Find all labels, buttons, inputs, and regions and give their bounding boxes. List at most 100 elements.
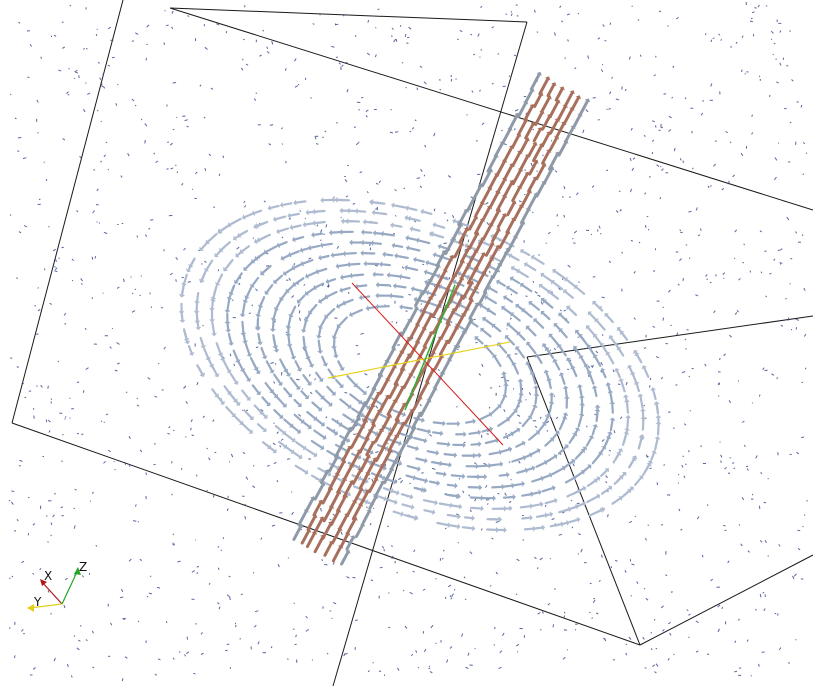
vortex-arrow [518, 392, 524, 404]
field-dot [92, 491, 94, 495]
arrow-head [627, 488, 632, 494]
field-dot [312, 23, 315, 25]
field-dot [157, 362, 160, 365]
field-dot [265, 265, 270, 267]
arrow-shaft [430, 461, 442, 465]
arrow-shaft [533, 93, 543, 108]
field-dot [161, 306, 164, 309]
arrow-shaft [611, 402, 614, 414]
field-dot [631, 167, 635, 172]
field-dot [637, 19, 640, 22]
field-dot [536, 31, 539, 33]
field-dot [375, 451, 379, 453]
arrow-shaft [284, 267, 294, 275]
field-dot [320, 239, 322, 241]
arrow-head [653, 401, 660, 405]
field-dot [759, 230, 762, 233]
arrow-shaft [551, 467, 565, 475]
vortex-arrow [531, 475, 545, 483]
arrow-head [246, 353, 253, 357]
field-dot [566, 13, 571, 16]
arrow-head [457, 420, 461, 427]
field-dot [22, 157, 27, 160]
arrow-head [210, 296, 217, 301]
arrow-shaft [394, 284, 407, 289]
arrow-shaft [356, 210, 367, 213]
field-dot [779, 261, 782, 265]
arrow-shaft [349, 393, 361, 403]
field-dot [11, 490, 15, 493]
vortex-arrow [261, 396, 271, 407]
field-dot [491, 537, 494, 540]
field-dot [220, 549, 223, 552]
arrow-head [346, 207, 350, 214]
arrow-shaft [432, 337, 442, 353]
arrow-shaft [533, 526, 544, 530]
arrow-shaft [274, 425, 285, 434]
arrow-shaft [316, 267, 328, 273]
field-dot [510, 11, 513, 13]
arrow-shaft [498, 248, 510, 267]
arrow-shaft [216, 273, 224, 285]
field-dot [608, 449, 612, 452]
arrow-head [423, 437, 428, 444]
field-dot [459, 30, 463, 33]
arrow-shaft [473, 184, 483, 199]
arrow-shaft [655, 403, 660, 415]
arrow-head [629, 486, 634, 491]
field-dot [591, 185, 595, 188]
field-dot [514, 109, 519, 112]
vortex-arrow [506, 285, 518, 295]
arrow-shaft [552, 281, 564, 291]
vortex-arrow [616, 346, 625, 357]
field-dot [488, 406, 491, 409]
arrow-head [239, 248, 244, 254]
field-dot [803, 141, 806, 145]
field-dot [667, 25, 669, 27]
arrow-shaft [586, 495, 599, 504]
vortex-arrow [502, 482, 515, 489]
field-dot [612, 369, 615, 373]
vortex-arrow [261, 441, 272, 450]
arrow-head [471, 515, 475, 522]
arrow-head [647, 460, 653, 465]
arrow-head [233, 279, 239, 284]
field-dot [93, 168, 96, 171]
vortex-arrow [324, 307, 336, 319]
field-dot [442, 549, 445, 552]
field-dot [497, 492, 500, 495]
arrow-head [208, 363, 215, 368]
vortex-arrow [469, 505, 484, 512]
field-dot [78, 75, 80, 79]
arrow-shaft [524, 122, 535, 140]
arrow-shaft [643, 366, 650, 378]
arrow-shaft [310, 439, 323, 449]
arrow-head [561, 465, 566, 471]
arrow-head [580, 469, 585, 475]
arrow-head [601, 445, 607, 450]
arrow-shaft [513, 222, 525, 240]
field-dot [518, 460, 521, 464]
arrow-shaft [187, 345, 193, 355]
field-dot [659, 197, 662, 200]
arrow-shaft [387, 435, 398, 453]
field-dot [419, 403, 422, 407]
arrow-head [605, 382, 612, 386]
field-dot [722, 272, 726, 276]
field-dot [372, 507, 375, 510]
arrow-shaft [374, 429, 383, 443]
arrow-shaft [585, 436, 593, 447]
vortex-arrow [279, 358, 289, 373]
field-dot [123, 278, 125, 283]
field-dot [479, 89, 481, 92]
arrow-shaft [574, 347, 581, 356]
arrow-shaft [446, 274, 456, 290]
arrow-shaft [531, 503, 542, 507]
field-dot [287, 658, 289, 660]
arrow-shaft [605, 314, 614, 324]
field-dot [447, 584, 452, 588]
vortex-arrow [618, 378, 626, 393]
field-dot [163, 42, 166, 45]
arrow-shaft [502, 373, 508, 386]
